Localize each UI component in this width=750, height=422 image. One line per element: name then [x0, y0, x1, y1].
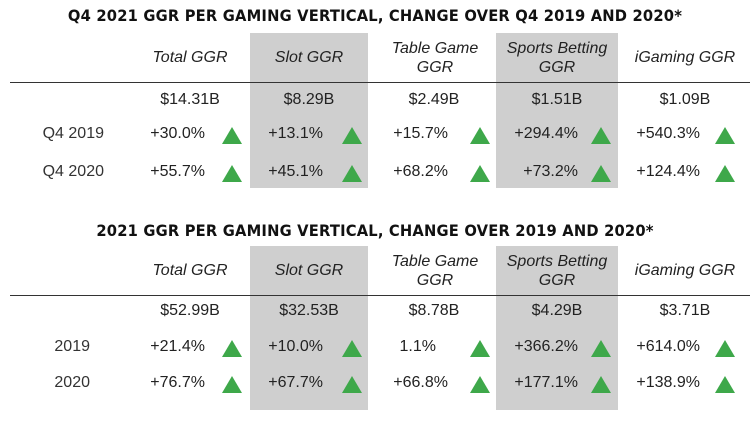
pct-total: +30.0% [150, 125, 205, 142]
pct-igaming: +138.9% [636, 374, 700, 391]
row-label-2019: 2019 [54, 338, 90, 355]
pct-sports: +177.1% [514, 374, 578, 391]
pct-total: +55.7% [150, 163, 205, 180]
up-triangle-icon [470, 127, 490, 144]
up-triangle-icon [342, 340, 362, 357]
header-table-game-ggr: Table Game GGR [391, 253, 479, 289]
pct-slot: +67.7% [268, 374, 323, 391]
header-sports-betting-ggr: Sports Betting GGR [506, 40, 608, 76]
pct-table-game: +66.8% [393, 374, 448, 391]
up-triangle-icon [342, 165, 362, 182]
pct-total: +21.4% [150, 338, 205, 355]
header-slot-ggr: Slot GGR [274, 262, 344, 279]
igaming-value: $1.09B [659, 91, 711, 108]
up-triangle-icon [222, 165, 242, 182]
up-triangle-icon [591, 127, 611, 144]
sports-value: $4.29B [531, 302, 583, 319]
sports-column-shade-1 [496, 33, 618, 188]
table-1-divider [10, 82, 750, 83]
row-label-q4-2019: Q4 2019 [42, 125, 104, 142]
pct-sports: +73.2% [523, 163, 578, 180]
table-game-value: $2.49B [408, 91, 460, 108]
header-sports-betting-ggr: Sports Betting GGR [506, 253, 608, 289]
up-triangle-icon [470, 376, 490, 393]
slot-column-shade-1 [250, 33, 368, 188]
pct-table-game: +68.2% [393, 163, 448, 180]
pct-slot: +45.1% [268, 163, 323, 180]
table-game-value: $8.78B [408, 302, 460, 319]
up-triangle-icon [342, 127, 362, 144]
up-triangle-icon [470, 165, 490, 182]
slot-value: $8.29B [283, 91, 335, 108]
pct-table-game: 1.1% [399, 338, 436, 355]
total-value: $14.31B [160, 91, 220, 108]
pct-slot: +13.1% [268, 125, 323, 142]
slot-value: $32.53B [279, 302, 339, 319]
header-table-game-ggr: Table Game GGR [391, 40, 479, 76]
header-total-ggr: Total GGR [152, 49, 228, 66]
header-igaming-ggr: iGaming GGR [634, 262, 736, 279]
header-slot-ggr: Slot GGR [274, 49, 344, 66]
up-triangle-icon [470, 340, 490, 357]
up-triangle-icon [342, 376, 362, 393]
pct-table-game: +15.7% [393, 125, 448, 142]
table-2-divider [10, 295, 750, 296]
up-triangle-icon [591, 340, 611, 357]
up-triangle-icon [715, 340, 735, 357]
pct-total: +76.7% [150, 374, 205, 391]
table-1-title: Q4 2021 GGR PER GAMING VERTICAL, CHANGE … [67, 6, 683, 25]
up-triangle-icon [715, 165, 735, 182]
pct-igaming: +540.3% [636, 125, 700, 142]
up-triangle-icon [715, 376, 735, 393]
pct-sports: +294.4% [514, 125, 578, 142]
header-total-ggr: Total GGR [152, 262, 228, 279]
igaming-value: $3.71B [659, 302, 711, 319]
header-igaming-ggr: iGaming GGR [634, 49, 736, 66]
table-2-title: 2021 GGR PER GAMING VERTICAL, CHANGE OVE… [96, 221, 654, 240]
total-value: $52.99B [160, 302, 220, 319]
up-triangle-icon [715, 127, 735, 144]
up-triangle-icon [222, 376, 242, 393]
row-label-2020: 2020 [54, 374, 90, 391]
up-triangle-icon [591, 165, 611, 182]
up-triangle-icon [222, 127, 242, 144]
pct-slot: +10.0% [268, 338, 323, 355]
sports-value: $1.51B [531, 91, 583, 108]
pct-igaming: +124.4% [636, 163, 700, 180]
row-label-q4-2020: Q4 2020 [42, 163, 104, 180]
up-triangle-icon [591, 376, 611, 393]
pct-igaming: +614.0% [636, 338, 700, 355]
pct-sports: +366.2% [514, 338, 578, 355]
up-triangle-icon [222, 340, 242, 357]
